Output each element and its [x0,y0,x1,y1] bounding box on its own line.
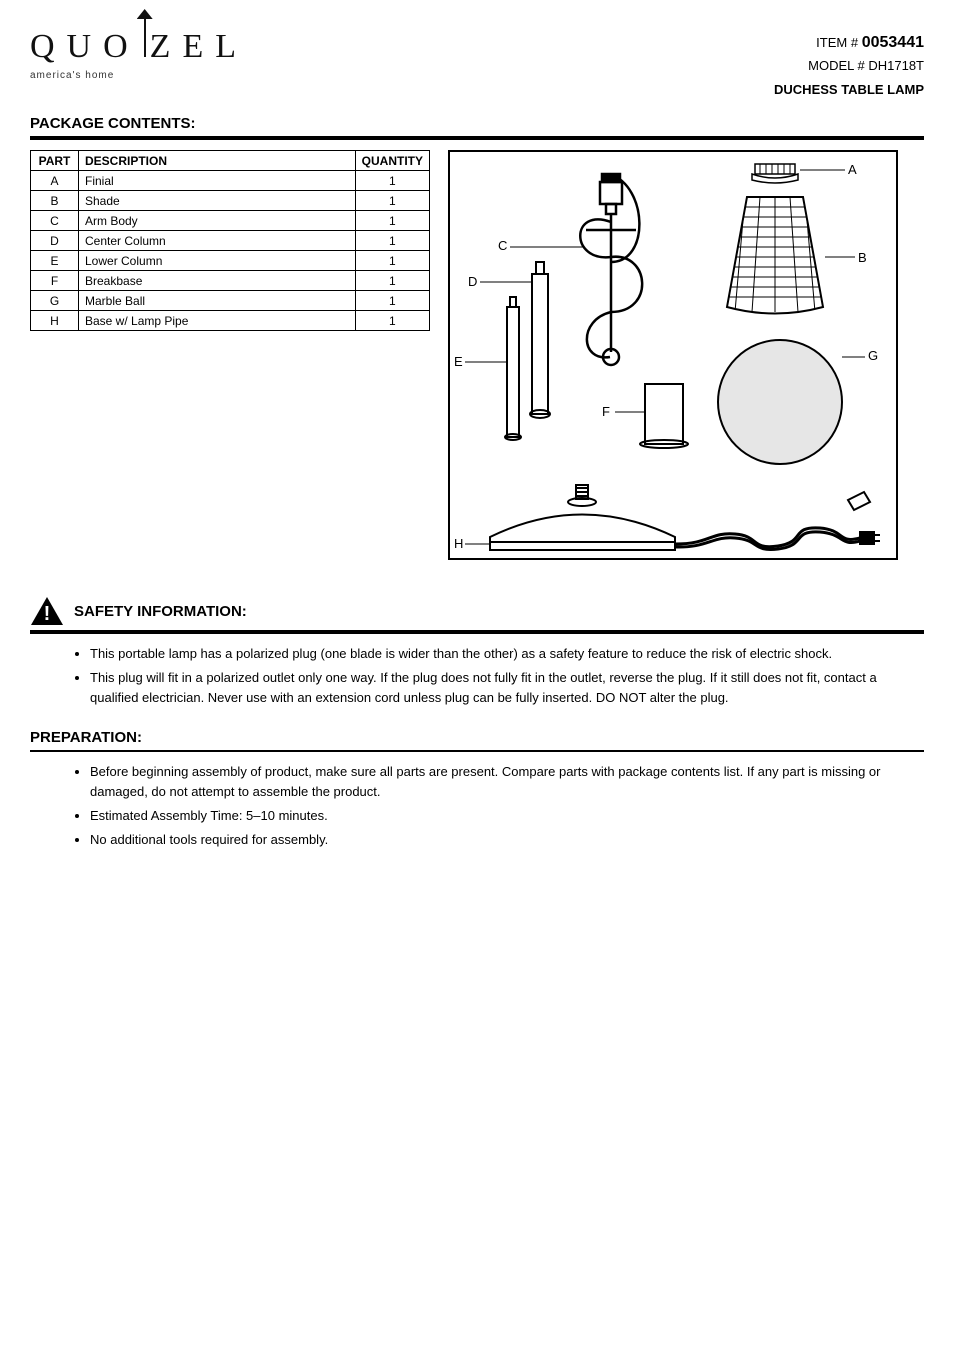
package-contents-heading: PACKAGE CONTENTS: [30,115,924,132]
list-item: Before beginning assembly of product, ma… [90,762,924,802]
logo-tagline: america's home [30,70,248,81]
diagram-label-f: F [602,404,610,419]
parts-table: PART DESCRIPTION QUANTITY A Finial 1 B S… [30,150,430,331]
list-item: This portable lamp has a polarized plug … [90,644,924,664]
diagram-label-g: G [868,348,878,363]
table-row: A Finial 1 [31,171,430,191]
logo-text-right: ZEL [150,28,248,65]
diagram-label-a: A [848,162,857,177]
table-row: C Arm Body 1 [31,211,430,231]
diagram-label-e: E [454,354,463,369]
product-title: DUCHESS TABLE LAMP [774,80,924,101]
list-item: No additional tools required for assembl… [90,830,924,850]
col-qty: QUANTITY [355,151,429,171]
logo-text-left: QUO [30,28,140,65]
table-row: B Shade 1 [31,191,430,211]
diagram-label-h: H [454,536,463,551]
safety-heading: SAFETY INFORMATION: [74,603,247,620]
item-label: ITEM # [816,35,858,50]
parts-diagram: A B C D E F G H [448,150,898,560]
preparation-heading: PREPARATION: [30,729,924,746]
divider [30,630,924,634]
list-item: This plug will fit in a polarized outlet… [90,668,924,708]
divider [30,136,924,140]
divider [30,750,924,752]
model-label: MODEL # [808,58,865,73]
warning-icon: ! [30,596,64,626]
diagram-label-d: D [468,274,477,289]
diagram-label-b: B [858,250,867,265]
diagram-label-c: C [498,238,507,253]
brand-logo: QUO ZEL america's home [30,30,248,81]
table-row: H Base w/ Lamp Pipe 1 [31,311,430,331]
item-number: 0053441 [862,34,924,51]
preparation-list: Before beginning assembly of product, ma… [90,762,924,851]
svg-text:!: ! [44,603,51,625]
table-row: E Lower Column 1 [31,251,430,271]
list-item: Estimated Assembly Time: 5–10 minutes. [90,806,924,826]
col-desc: DESCRIPTION [79,151,356,171]
table-row: G Marble Ball 1 [31,291,430,311]
col-part: PART [31,151,79,171]
table-row: D Center Column 1 [31,231,430,251]
safety-list: This portable lamp has a polarized plug … [90,644,924,708]
model-number: DH1718T [868,58,924,73]
item-info: ITEM # 0053441 MODEL # DH1718T DUCHESS T… [774,30,924,101]
table-row: F Breakbase 1 [31,271,430,291]
